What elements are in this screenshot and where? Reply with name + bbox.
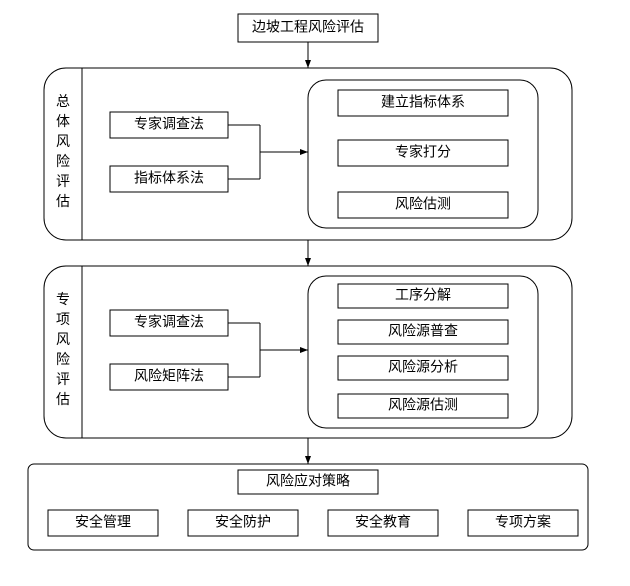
svg-text:风: 风 <box>56 135 70 150</box>
group1-left-0-label: 专家调查法 <box>134 116 204 133</box>
group1-right-0-label: 建立指标体系 <box>381 95 465 111</box>
group2-right-0-label: 工序分解 <box>395 288 451 304</box>
group1-right-2-label: 风险估测 <box>395 197 451 213</box>
svg-text:险: 险 <box>56 154 70 170</box>
svg-text:体: 体 <box>56 114 70 130</box>
svg-text:估: 估 <box>56 194 70 210</box>
svg-text:总: 总 <box>56 94 70 110</box>
svg-text:评: 评 <box>56 174 70 190</box>
bottom-title-label: 风险应对策略 <box>266 473 350 490</box>
group1-right-1-label: 专家打分 <box>395 144 451 161</box>
group1-left-1-label: 指标体系法 <box>134 171 204 187</box>
svg-text:风: 风 <box>56 333 70 348</box>
group2-right-3-label: 风险源估测 <box>388 398 458 414</box>
top-box-label: 边坡工程风险评估 <box>252 20 364 36</box>
bottom-item-0-label: 安全管理 <box>75 514 131 531</box>
bottom-item-3-label: 专项方案 <box>495 514 551 531</box>
svg-text:评: 评 <box>56 372 70 388</box>
svg-text:专: 专 <box>56 292 70 308</box>
svg-text:险: 险 <box>56 352 70 368</box>
group2-right-2-label: 风险源分析 <box>388 360 458 376</box>
bottom-item-1-label: 安全防护 <box>215 514 271 531</box>
group2-left-1-label: 风险矩阵法 <box>134 369 204 385</box>
bottom-item-2-label: 安全教育 <box>355 514 411 531</box>
svg-text:估: 估 <box>56 392 70 408</box>
group2-right-1-label: 风险源普查 <box>388 324 458 340</box>
group2-left-0-label: 专家调查法 <box>134 314 204 331</box>
svg-text:项: 项 <box>56 313 70 328</box>
